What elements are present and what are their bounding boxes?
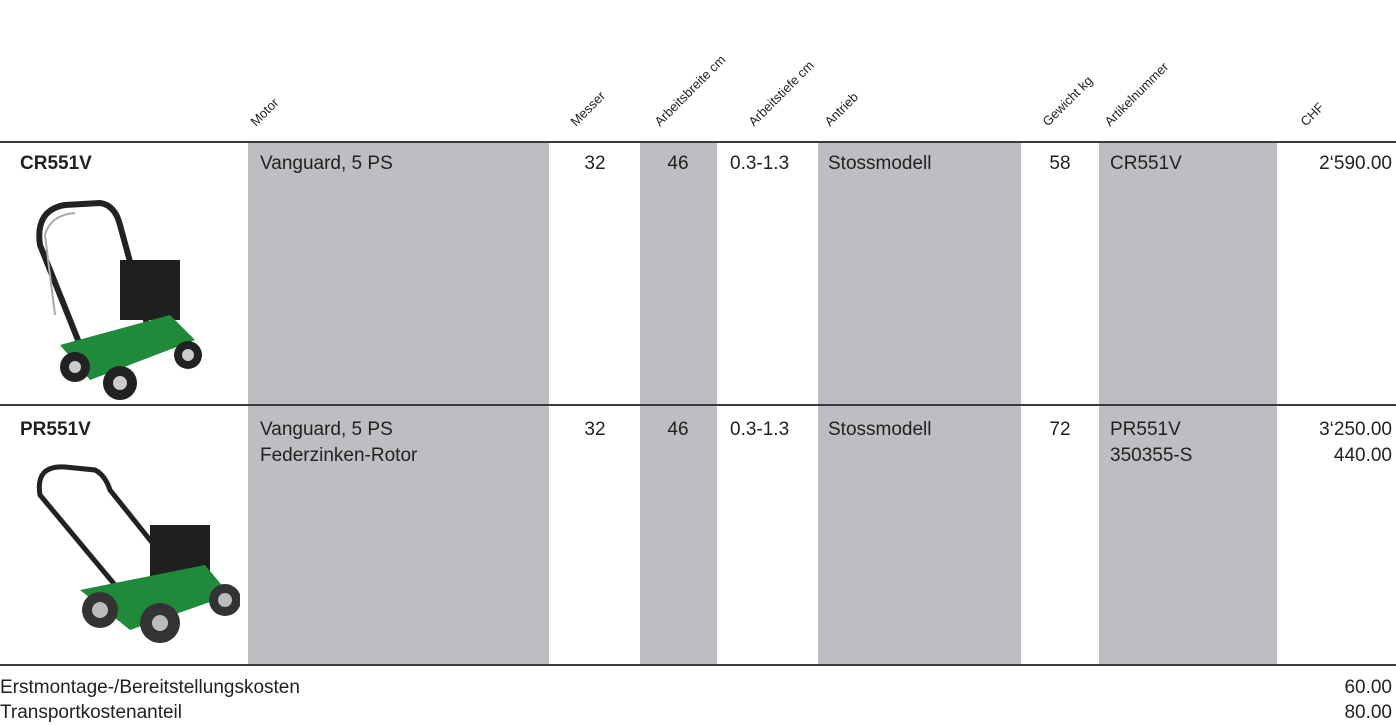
artikelnummer: 350355-S — [1110, 445, 1193, 466]
column-header: CHF — [1297, 99, 1327, 129]
product-image — [36, 199, 202, 400]
arbeitstiefe: 0.3-1.3 — [730, 419, 790, 440]
model-name: PR551V — [20, 419, 91, 440]
motor: Federzinken-Rotor — [260, 445, 418, 466]
artikelnummer: CR551V — [1110, 153, 1182, 174]
rule — [0, 141, 1396, 143]
footer-label: Erstmontage-/Bereitstellungskosten — [0, 677, 300, 698]
model-name: CR551V — [20, 153, 92, 174]
messer: 32 — [584, 419, 606, 440]
price: 2‘590.00 — [1319, 153, 1392, 174]
arbeitsbreite: 46 — [667, 419, 689, 440]
column-header: Antrieb — [821, 89, 862, 129]
footer-price: 60.00 — [1344, 677, 1392, 698]
arbeitstiefe: 0.3-1.3 — [730, 153, 790, 174]
gewicht: 58 — [1049, 153, 1071, 174]
footer-label: Transportkostenanteil — [0, 702, 183, 723]
column-header: Artikelnummer — [1101, 59, 1172, 129]
price: 440.00 — [1333, 445, 1392, 466]
arbeitsbreite: 46 — [667, 153, 689, 174]
column-header: Arbeitsbreite cm — [651, 51, 729, 129]
antrieb: Stossmodell — [828, 419, 932, 440]
product-image — [36, 464, 240, 643]
messer: 32 — [584, 153, 606, 174]
column-header: Gewicht kg — [1039, 72, 1096, 129]
column-header: Messer — [567, 88, 609, 129]
artikelnummer: PR551V — [1110, 419, 1181, 440]
antrieb: Stossmodell — [828, 153, 932, 174]
price: 3‘250.00 — [1319, 419, 1392, 440]
column-header: Arbeitstiefe cm — [745, 57, 817, 130]
column-header: Motor — [247, 94, 282, 129]
motor: Vanguard, 5 PS — [260, 419, 393, 440]
motor: Vanguard, 5 PS — [260, 153, 393, 174]
footer-price: 80.00 — [1344, 702, 1392, 723]
rule — [0, 664, 1396, 666]
gewicht: 72 — [1049, 419, 1071, 440]
rule — [0, 404, 1396, 406]
